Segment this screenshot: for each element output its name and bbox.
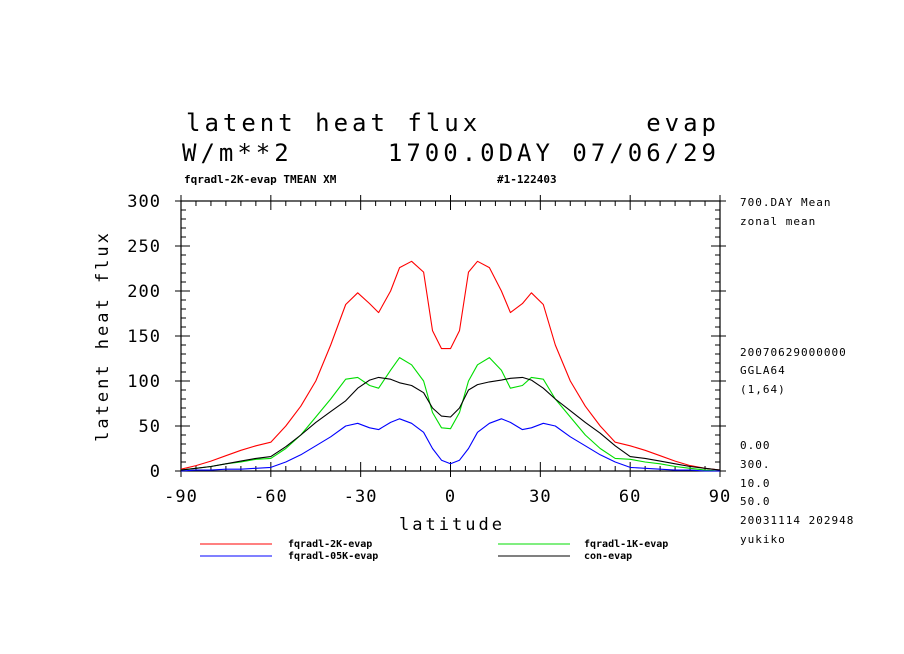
time-label: 1700.0DAY 07/06/29: [388, 139, 720, 167]
legend-label-1k: fqradl-1K-evap: [584, 539, 668, 550]
series-line-3: [180, 376, 721, 471]
x-tick-label: -60: [254, 487, 288, 507]
x-tick-label: 90: [709, 487, 731, 507]
y-axis-label: latent heat flux: [93, 230, 113, 442]
legend-label-con: con-evap: [584, 551, 632, 562]
y-tick-label: 150: [127, 327, 161, 347]
y-tick-label: 0: [150, 462, 161, 482]
side-info-xinterval: 10.0: [740, 477, 771, 490]
y-tick-label: 50: [139, 417, 161, 437]
x-tick-label: 0: [445, 487, 456, 507]
series-line-1: [180, 357, 721, 472]
units-label: W/m**2: [182, 139, 293, 167]
x-tick-label: -30: [344, 487, 378, 507]
side-info-max: 300.: [740, 458, 771, 471]
chart-title: latent heat flux: [186, 109, 481, 137]
x-tick-label: -90: [164, 487, 198, 507]
side-info-mean: 700.DAY Mean: [740, 196, 831, 209]
side-info-range: (1,64): [740, 383, 786, 396]
legend: fqradl-2K-evap fqradl-1K-evap fqradl-05K…: [200, 539, 668, 562]
series-line-0: [180, 260, 721, 471]
side-info-user: yukiko: [740, 533, 786, 546]
run-id-subtitle: #1-122403: [497, 173, 557, 186]
legend-label-2k: fqradl-2K-evap: [288, 539, 372, 550]
y-tick-label: 300: [127, 192, 161, 212]
tick-labels: -90 -60 -30 0 30 60 90 0 50 100 150 200 250 300: [127, 192, 731, 507]
variable-name: evap: [646, 109, 720, 137]
series-line-2: [180, 418, 720, 472]
experiment-subtitle: fqradl-2K-evap TMEAN XM: [184, 173, 337, 186]
x-tick-label: 60: [619, 487, 641, 507]
side-info-yinterval: 50.0: [740, 495, 771, 508]
side-info-min: 0.00: [740, 439, 771, 452]
axis-ticks: [175, 195, 726, 477]
legend-label-05k: fqradl-05K-evap: [288, 551, 378, 562]
x-axis-label: latitude: [399, 515, 505, 535]
side-info-date: 20070629000000: [740, 346, 847, 359]
side-info-zonal: zonal mean: [740, 215, 816, 228]
y-tick-label: 100: [127, 372, 161, 392]
x-tick-label: 30: [529, 487, 551, 507]
plot-frame: [180, 200, 721, 472]
y-tick-label: 200: [127, 282, 161, 302]
side-info-grid: GGLA64: [740, 364, 786, 377]
side-info-timestamp: 20031114 202948: [740, 514, 854, 527]
y-tick-label: 250: [127, 237, 161, 257]
series-lines: [180, 260, 721, 472]
